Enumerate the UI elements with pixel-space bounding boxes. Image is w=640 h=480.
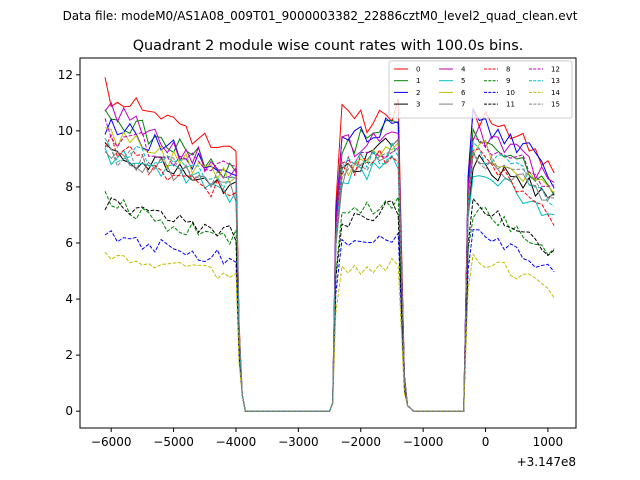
legend-label-6: 6	[461, 89, 466, 97]
x-axis: −6000 −5000 −4000 −3000 −2000 −1000 0 1000	[91, 428, 563, 449]
legend-label-8: 8	[506, 66, 510, 74]
series-line-1	[104, 109, 555, 412]
series-layer	[104, 77, 555, 412]
x-tick-label: −4000	[216, 435, 257, 449]
plot-area	[104, 77, 555, 412]
series-line-11	[104, 197, 555, 412]
series-line-13	[104, 137, 555, 412]
series-line-10	[104, 228, 555, 412]
chart-title: Quadrant 2 module wise count rates with …	[133, 38, 524, 54]
legend-label-1: 1	[416, 77, 420, 85]
series-line-12	[104, 118, 555, 412]
legend-label-5: 5	[461, 77, 465, 85]
y-tick-label: 6	[65, 236, 73, 250]
y-tick-label: 2	[65, 348, 73, 362]
legend-label-15: 15	[551, 101, 560, 109]
y-tick-label: 4	[65, 292, 73, 306]
series-line-4	[104, 101, 555, 412]
x-offset-label: +3.147e8	[517, 455, 576, 469]
series-line-9	[104, 191, 555, 412]
legend-box	[388, 60, 573, 119]
series-line-15	[104, 144, 555, 412]
legend-label-3: 3	[416, 101, 420, 109]
x-tick-label: 0	[482, 435, 490, 449]
x-tick-label: −3000	[278, 435, 319, 449]
x-tick-label: −6000	[91, 435, 132, 449]
legend-label-7: 7	[461, 101, 465, 109]
x-tick-label: −1000	[403, 435, 444, 449]
legend-label-12: 12	[551, 66, 560, 74]
legend-label-14: 14	[551, 89, 560, 97]
legend-label-0: 0	[416, 66, 420, 74]
x-tick-label: −2000	[340, 435, 381, 449]
legend-label-11: 11	[506, 101, 515, 109]
legend-label-9: 9	[506, 77, 510, 85]
legend-label-10: 10	[506, 89, 515, 97]
series-line-14	[104, 251, 555, 412]
legend-label-4: 4	[461, 66, 466, 74]
suptitle: Data file: modeM0/AS1A08_009T01_90000033…	[63, 9, 578, 23]
series-line-0	[104, 77, 555, 412]
series-line-7	[104, 138, 555, 412]
y-tick-label: 8	[65, 180, 73, 194]
x-tick-label: −5000	[153, 435, 194, 449]
y-tick-label: 12	[58, 68, 73, 82]
y-axis: 0 2 4 6 8 10 12	[58, 68, 80, 418]
legend-label-13: 13	[551, 77, 560, 85]
legend-label-2: 2	[416, 89, 420, 97]
x-tick-label: 1000	[533, 435, 564, 449]
y-tick-label: 10	[58, 124, 73, 138]
y-tick-label: 0	[65, 404, 73, 418]
